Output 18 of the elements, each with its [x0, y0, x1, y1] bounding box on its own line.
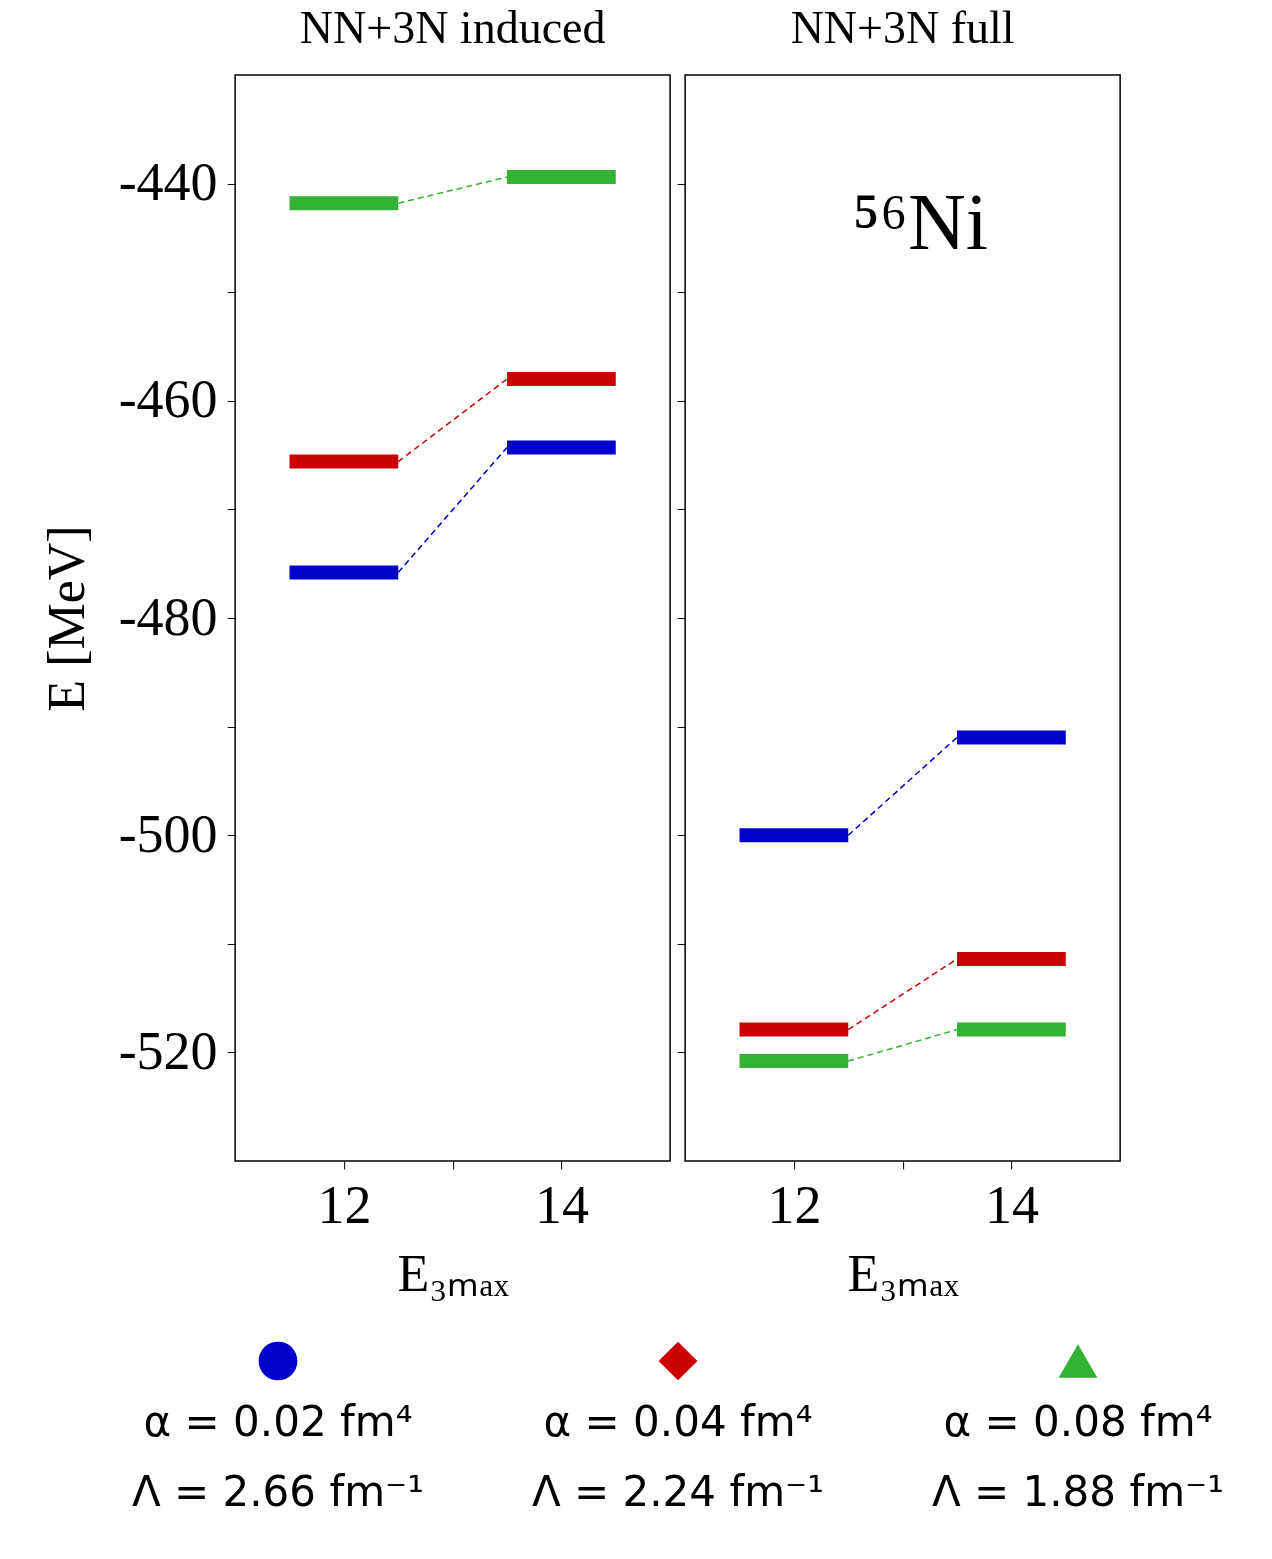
- y-tick-label: -520: [118, 1020, 218, 1081]
- x-tick-label: 14: [984, 1174, 1039, 1235]
- chart-title: NN+3N induced: [299, 2, 606, 53]
- legend-label: α = 0.04 fm⁴ Λ = 2.24 fm⁻¹: [531, 1397, 825, 1516]
- y-axis-title: E [MeV]: [37, 525, 95, 712]
- y-tick-label: -500: [118, 803, 218, 864]
- x-tick-label: 12: [317, 1174, 372, 1235]
- y-tick-label: -460: [118, 369, 218, 430]
- legend-label: α = 0.02 fm⁴ Λ = 2.66 fm⁻¹: [131, 1397, 425, 1516]
- chart-title: NN+3N full: [790, 2, 1015, 53]
- y-tick-label: -480: [118, 586, 218, 647]
- y-tick-label: -440: [118, 152, 218, 213]
- x-tick-label: 14: [534, 1174, 589, 1235]
- x-tick-label: 12: [767, 1174, 822, 1235]
- annotation: ⁵⁶Ni: [852, 178, 988, 266]
- legend-label: α = 0.08 fm⁴ Λ = 1.88 fm⁻¹: [931, 1397, 1225, 1516]
- x-axis-title: E₃ₘₐₓ: [847, 1244, 960, 1302]
- x-axis-title: E₃ₘₐₓ: [397, 1244, 510, 1302]
